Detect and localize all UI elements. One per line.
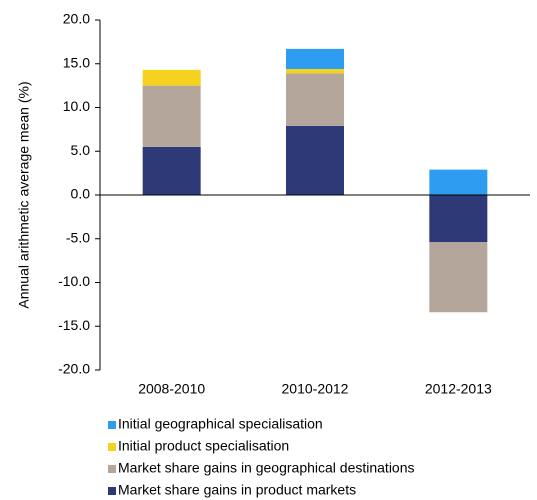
bar-segment [286,69,344,74]
y-axis-title: Annual arithmetic average mean (%) [16,81,32,308]
bar-segment [142,146,201,195]
bar-segment [286,73,344,126]
y-tick-label: 10.0 [63,98,90,114]
bar-segment [429,242,488,313]
bar-segment [286,125,344,195]
bar-segment [429,169,488,195]
y-tick-label: 5.0 [71,142,91,158]
y-tick-label: -10.0 [58,273,90,289]
bar-segment [142,85,201,147]
y-tick-label: 20.0 [63,11,90,27]
bar-segment [429,195,488,243]
legend-swatch [108,421,116,429]
legend-swatch [108,487,116,495]
y-tick-label: -20.0 [58,361,90,377]
y-tick-label: -15.0 [58,317,90,333]
legend-label: Initial product specialisation [118,438,289,454]
x-tick-label: 2010-2012 [282,381,349,397]
y-tick-label: 0.0 [71,186,91,202]
legend-swatch [108,465,116,473]
bar-segment [142,69,201,86]
legend-label: Initial geographical specialisation [118,416,323,432]
x-tick-label: 2008-2010 [138,381,205,397]
legend-label: Market share gains in product markets [118,482,356,498]
bar-segment [286,48,344,69]
legend-label: Market share gains in geographical desti… [118,460,415,476]
y-tick-label: -5.0 [66,229,90,245]
x-tick-label: 2012-2013 [425,381,492,397]
legend-swatch [108,443,116,451]
y-tick-label: 15.0 [63,54,90,70]
